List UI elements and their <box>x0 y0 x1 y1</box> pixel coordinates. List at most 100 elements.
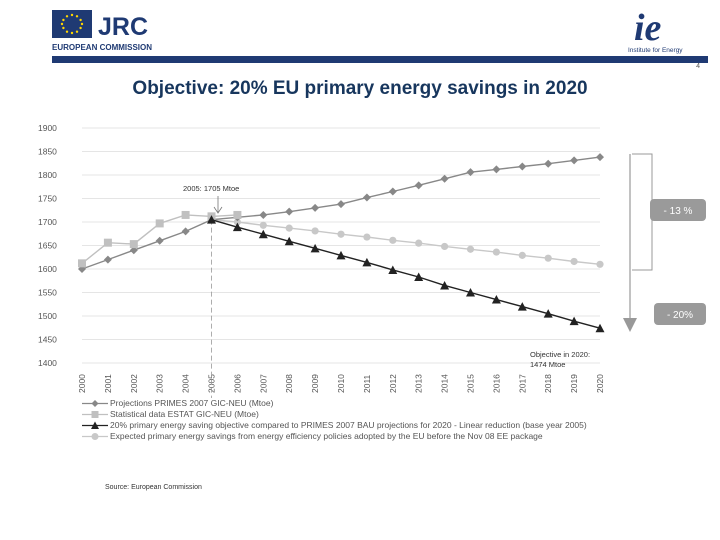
data-point-triangle <box>284 236 294 246</box>
data-point-circle <box>259 221 267 229</box>
x-tick-label: 2007 <box>258 374 268 393</box>
y-tick-label: 1400 <box>38 358 57 368</box>
x-tick-label: 2014 <box>440 374 450 393</box>
data-point-circle <box>492 248 500 256</box>
y-tick-label: 1700 <box>38 217 57 227</box>
data-point-diamond <box>259 210 268 219</box>
legend-label: Statistical data ESTAT GIC-NEU (Mtoe) <box>110 409 259 419</box>
data-point-diamond <box>103 255 112 264</box>
data-point-diamond <box>155 236 164 245</box>
data-point-triangle <box>258 229 268 239</box>
data-point-circle <box>518 251 526 259</box>
data-point-circle <box>466 245 475 253</box>
data-point-square <box>233 210 242 219</box>
legend-item: Projections PRIMES 2007 GIC-NEU (Mtoe) <box>80 398 640 409</box>
series-line-triangle <box>211 219 601 329</box>
circle-marker-icon <box>80 431 110 442</box>
annotation-objective: Objective in 2020: <box>530 350 590 359</box>
series-line-circle <box>211 219 601 265</box>
slide-header: JRC EUROPEAN COMMISSION ie Institute for… <box>0 0 720 70</box>
x-tick-label: 2016 <box>491 374 501 393</box>
data-point-diamond <box>466 168 475 177</box>
x-tick-label: 2015 <box>466 374 476 393</box>
x-tick-label: 2010 <box>336 374 346 393</box>
diamond-marker-icon <box>80 398 110 409</box>
data-point-circle <box>389 236 397 244</box>
annotation-2005: 2005: 1705 Mtoe <box>183 184 239 193</box>
badge-13-bg <box>650 199 706 221</box>
badge-20-bg <box>654 303 706 325</box>
data-point-diamond <box>285 207 294 216</box>
y-tick-label: 1800 <box>38 170 57 180</box>
x-tick-label: 2017 <box>517 374 527 393</box>
data-point-diamond <box>129 246 138 255</box>
data-point-diamond <box>362 193 371 202</box>
annotation-arrow-icon <box>213 196 223 214</box>
data-point-triangle <box>569 316 579 326</box>
legend-item: Statistical data ESTAT GIC-NEU (Mtoe) <box>80 409 640 420</box>
data-point-triangle <box>207 215 216 224</box>
bracket-13-icon <box>632 153 653 271</box>
data-point-triangle <box>491 295 501 304</box>
chart-legend: Projections PRIMES 2007 GIC-NEU (Mtoe) S… <box>80 398 640 442</box>
x-tick-label: 2020 <box>595 374 605 393</box>
page-number: 4 <box>696 63 700 70</box>
legend-label: Projections PRIMES 2007 GIC-NEU (Mtoe) <box>110 398 274 408</box>
badge-13: - 13 % <box>664 206 693 217</box>
data-point-circle <box>441 242 449 251</box>
data-point-diamond <box>544 159 553 168</box>
data-point-circle <box>544 254 552 262</box>
data-point-triangle <box>517 302 527 311</box>
data-point-diamond <box>570 156 579 165</box>
x-tick-label: 2013 <box>414 374 424 393</box>
x-tick-label: 2009 <box>310 374 320 393</box>
data-point-diamond <box>311 203 320 212</box>
legend-label: 20% primary energy saving objective comp… <box>110 420 587 430</box>
ie-logo: ie Institute for Energy <box>628 7 683 54</box>
annotation-objective-value: 1474 Mtoe <box>530 360 565 369</box>
data-point-diamond <box>388 187 397 196</box>
x-tick-label: 2002 <box>129 374 139 393</box>
data-point-triangle <box>232 222 242 232</box>
y-tick-label: 1850 <box>38 147 57 157</box>
jrc-logo: JRC EUROPEAN COMMISSION <box>52 10 152 52</box>
data-point-circle <box>233 218 241 226</box>
x-tick-label: 2000 <box>77 374 87 393</box>
legend-item: 20% primary energy saving objective comp… <box>80 420 640 431</box>
data-point-circle <box>311 227 319 235</box>
y-tick-label: 1650 <box>38 241 57 251</box>
data-point-triangle <box>466 288 475 297</box>
legend-label: Expected primary energy savings from ene… <box>110 431 543 441</box>
data-point-diamond <box>492 165 501 174</box>
y-tick-label: 1750 <box>38 194 57 204</box>
x-tick-label: 2008 <box>284 374 294 393</box>
data-point-diamond <box>518 162 527 171</box>
data-point-diamond <box>440 174 449 183</box>
square-marker-icon <box>80 409 110 420</box>
data-point-circle <box>570 257 578 266</box>
y-tick-label: 1550 <box>38 288 57 298</box>
data-point-diamond <box>414 181 423 190</box>
source-note: Source: European Commission <box>105 484 202 491</box>
jrc-wordmark: JRC <box>98 13 148 41</box>
x-tick-label: 2004 <box>181 374 191 393</box>
ie-subtitle: Institute for Energy <box>628 47 683 54</box>
data-point-triangle <box>336 250 346 260</box>
data-point-circle <box>415 239 423 247</box>
ie-wordmark: ie <box>634 7 662 49</box>
legend-item: Expected primary energy savings from ene… <box>80 431 640 442</box>
data-point-diamond <box>596 153 604 162</box>
data-point-square <box>78 259 86 268</box>
x-tick-label: 2003 <box>155 374 165 393</box>
data-point-square <box>129 240 138 249</box>
data-point-triangle <box>543 309 553 318</box>
data-point-square <box>181 210 190 219</box>
data-point-diamond <box>181 227 190 236</box>
data-point-triangle <box>388 265 398 274</box>
data-point-square <box>155 219 164 228</box>
energy-chart: 1400 1450 1500 1550 1600 1650 1700 1750 1800 1850… <box>38 123 706 398</box>
x-tick-label: 2018 <box>543 374 553 393</box>
badge-20: - 20% <box>667 310 693 321</box>
header-rule <box>52 56 708 63</box>
jrc-subtitle: EUROPEAN COMMISSION <box>52 43 152 52</box>
